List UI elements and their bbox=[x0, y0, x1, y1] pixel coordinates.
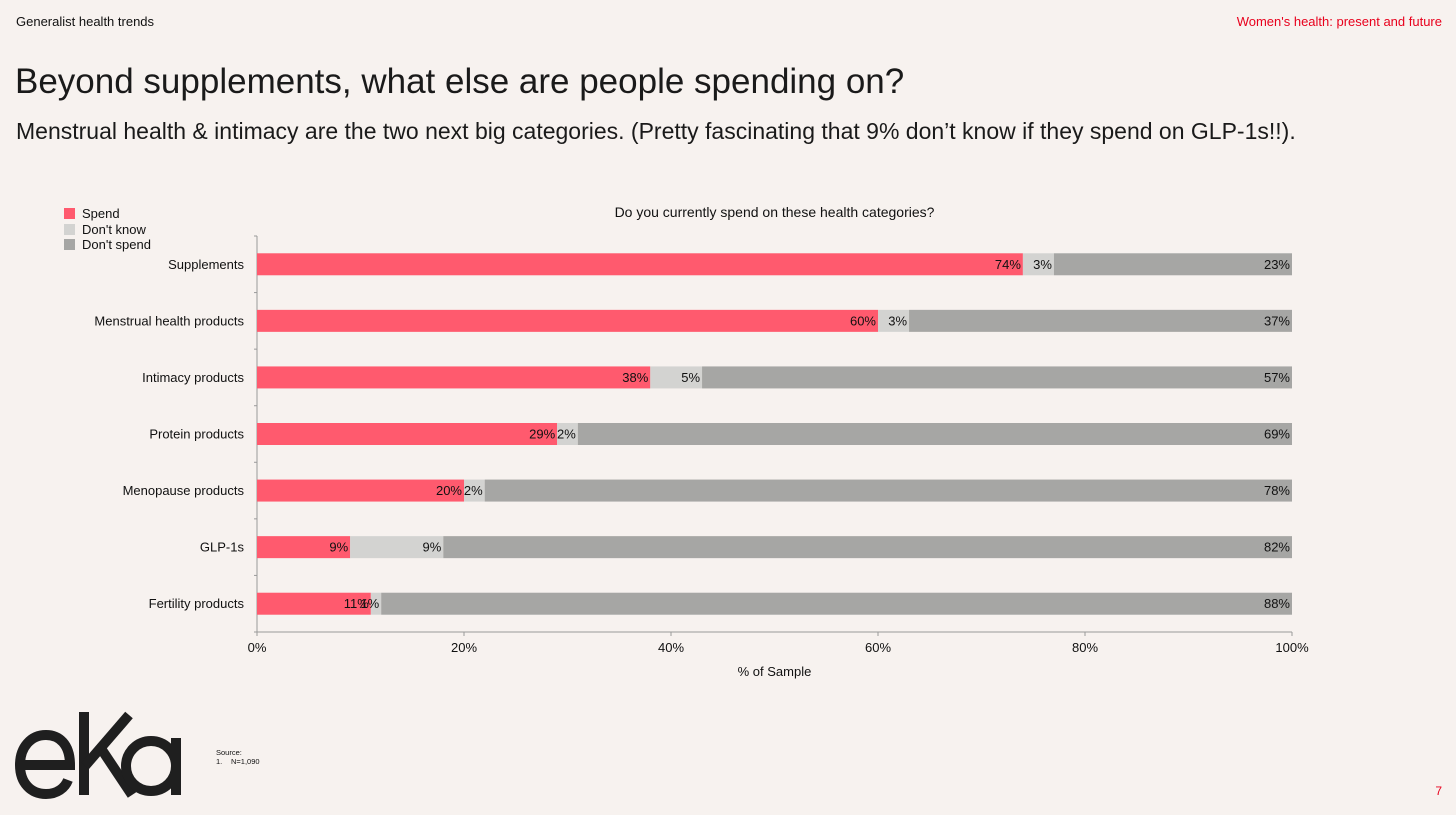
bar-data-label: 1% bbox=[360, 596, 379, 611]
bar-segment-don-t-know bbox=[557, 423, 578, 445]
bar-segment-don-t-spend bbox=[909, 309, 1292, 332]
bar-data-label: 88% bbox=[1264, 596, 1290, 611]
bar-data-label: 38% bbox=[622, 370, 648, 385]
footnote-number: 1. bbox=[216, 757, 223, 766]
bar-segment-don-t-know bbox=[464, 479, 485, 502]
eka-logo: eka bbox=[14, 708, 181, 800]
bar-segment-don-t-know bbox=[1022, 253, 1054, 276]
bar-segment-don-t-spend bbox=[484, 479, 1292, 502]
page-title: Beyond supplements, what else are people… bbox=[15, 62, 905, 101]
legend-swatch-dont-know bbox=[64, 223, 75, 235]
category-label: Fertility products bbox=[149, 596, 245, 611]
bar-segment-don-t-know bbox=[878, 309, 910, 332]
bar-data-label: 3% bbox=[888, 313, 907, 328]
stacked-bar-chart: Do you currently spend on these health c… bbox=[94, 204, 1309, 679]
deck-title: Women's health: present and future bbox=[1236, 14, 1442, 29]
x-tick-label: 100% bbox=[1275, 640, 1309, 655]
bar-segment-don-t-spend bbox=[577, 423, 1292, 445]
x-tick-label: 0% bbox=[248, 640, 267, 655]
source-label: Source: bbox=[216, 748, 242, 757]
bar-segment-spend bbox=[257, 536, 351, 559]
chart-legend: Spend Don't know Don't spend bbox=[64, 206, 151, 253]
category-label: GLP-1s bbox=[200, 540, 245, 555]
bar-segment-don-t-spend bbox=[702, 366, 1292, 389]
category-label: Supplements bbox=[168, 257, 244, 272]
bar-data-label: 29% bbox=[529, 427, 555, 442]
chart-title: Do you currently spend on these health c… bbox=[615, 204, 935, 220]
legend-label: Don't know bbox=[82, 221, 146, 237]
legend-label: Spend bbox=[82, 206, 120, 222]
bar-segment-don-t-know bbox=[350, 536, 444, 559]
legend-label: Don't spend bbox=[82, 237, 151, 253]
category-label: Intimacy products bbox=[142, 370, 244, 385]
legend-swatch-dont-spend bbox=[64, 239, 75, 251]
source-note: Source: 1. N=1,090 bbox=[216, 748, 260, 766]
bar-data-label: 3% bbox=[1033, 257, 1052, 272]
footnote-text: N=1,090 bbox=[231, 757, 260, 766]
bar-segment-spend bbox=[257, 592, 371, 615]
logo-text: eka bbox=[14, 708, 16, 709]
source-footnote: 1. N=1,090 bbox=[216, 757, 260, 766]
bar-segment-spend bbox=[257, 309, 878, 332]
bar-data-label: 69% bbox=[1264, 427, 1290, 442]
bar-segment-spend bbox=[257, 253, 1023, 276]
bar-segment-spend bbox=[257, 479, 464, 502]
legend-swatch-spend bbox=[64, 208, 75, 220]
bar-data-label: 2% bbox=[557, 427, 576, 442]
bar-segment-don-t-spend bbox=[1053, 253, 1292, 276]
x-tick-label: 80% bbox=[1072, 640, 1098, 655]
bar-data-label: 9% bbox=[423, 540, 442, 555]
page-number: 7 bbox=[1435, 784, 1442, 798]
x-axis-label: % of Sample bbox=[738, 664, 812, 679]
legend-item-spend: Spend bbox=[64, 206, 151, 222]
category-label: Menstrual health products bbox=[94, 313, 244, 328]
bar-segment-don-t-spend bbox=[381, 592, 1292, 615]
bar-data-label: 23% bbox=[1264, 257, 1290, 272]
x-tick-label: 60% bbox=[865, 640, 891, 655]
bar-data-label: 60% bbox=[850, 313, 876, 328]
bar-data-label: 5% bbox=[681, 370, 700, 385]
bar-data-label: 20% bbox=[436, 483, 462, 498]
bar-data-label: 37% bbox=[1264, 313, 1290, 328]
bar-segment-don-t-know bbox=[370, 592, 382, 615]
bar-segment-spend bbox=[257, 423, 558, 445]
x-tick-label: 40% bbox=[658, 640, 684, 655]
bar-data-label: 9% bbox=[329, 540, 348, 555]
bar-segment-don-t-spend bbox=[443, 536, 1292, 559]
section-label: Generalist health trends bbox=[16, 14, 155, 29]
bar-data-label: 74% bbox=[995, 257, 1021, 272]
legend-item-dont-know: Don't know bbox=[64, 222, 151, 238]
bar-data-label: 82% bbox=[1264, 540, 1290, 555]
bar-segment-spend bbox=[257, 366, 651, 389]
bar-data-label: 2% bbox=[464, 483, 483, 498]
category-label: Protein products bbox=[149, 427, 244, 442]
x-tick-label: 20% bbox=[451, 640, 477, 655]
category-label: Menopause products bbox=[123, 483, 245, 498]
page-subtitle: Menstrual health & intimacy are the two … bbox=[16, 118, 1296, 144]
legend-item-dont-spend: Don't spend bbox=[64, 237, 151, 253]
bar-data-label: 57% bbox=[1264, 370, 1290, 385]
bar-data-label: 78% bbox=[1264, 483, 1290, 498]
bar-data-label: 11% bbox=[344, 596, 369, 611]
bar-segment-don-t-know bbox=[650, 366, 703, 389]
